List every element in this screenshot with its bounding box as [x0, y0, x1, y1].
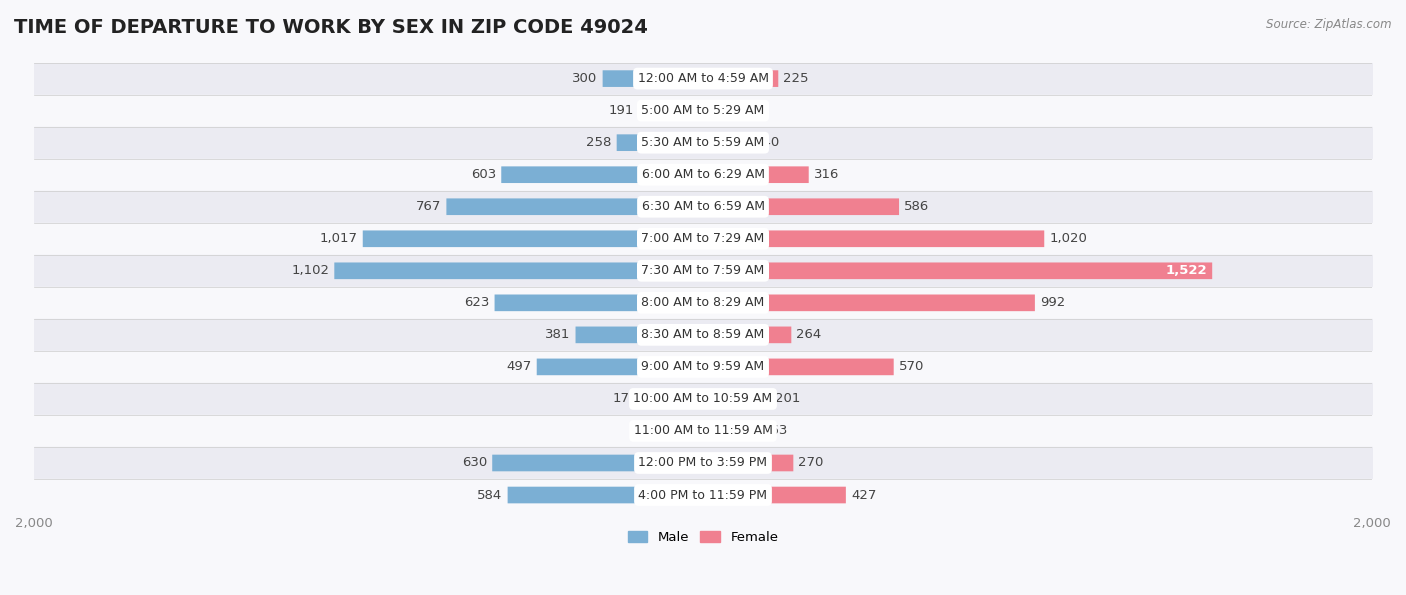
Text: 7:00 AM to 7:29 AM: 7:00 AM to 7:29 AM — [641, 232, 765, 245]
FancyBboxPatch shape — [703, 167, 808, 183]
FancyBboxPatch shape — [363, 230, 703, 247]
Text: 6:00 AM to 6:29 AM: 6:00 AM to 6:29 AM — [641, 168, 765, 181]
Text: 1,102: 1,102 — [291, 264, 329, 277]
Text: 992: 992 — [1040, 296, 1066, 309]
FancyBboxPatch shape — [703, 295, 1035, 311]
Text: 11:00 AM to 11:59 AM: 11:00 AM to 11:59 AM — [634, 424, 772, 437]
Text: 584: 584 — [478, 488, 502, 502]
Text: 140: 140 — [755, 136, 780, 149]
FancyBboxPatch shape — [575, 327, 703, 343]
FancyBboxPatch shape — [537, 359, 703, 375]
FancyBboxPatch shape — [703, 359, 894, 375]
Text: 381: 381 — [546, 328, 571, 342]
Text: 178: 178 — [613, 393, 638, 405]
Text: Source: ZipAtlas.com: Source: ZipAtlas.com — [1267, 18, 1392, 31]
Text: 316: 316 — [814, 168, 839, 181]
FancyBboxPatch shape — [495, 295, 703, 311]
Text: 56: 56 — [727, 104, 744, 117]
FancyBboxPatch shape — [703, 262, 1212, 279]
Text: 7:30 AM to 7:59 AM: 7:30 AM to 7:59 AM — [641, 264, 765, 277]
Text: 8:30 AM to 8:59 AM: 8:30 AM to 8:59 AM — [641, 328, 765, 342]
Text: 163: 163 — [762, 424, 787, 437]
Text: 5:30 AM to 5:59 AM: 5:30 AM to 5:59 AM — [641, 136, 765, 149]
Text: 1,522: 1,522 — [1166, 264, 1208, 277]
Text: 8:00 AM to 8:29 AM: 8:00 AM to 8:29 AM — [641, 296, 765, 309]
Text: 1,020: 1,020 — [1049, 232, 1087, 245]
Text: 201: 201 — [775, 393, 800, 405]
Text: TIME OF DEPARTURE TO WORK BY SEX IN ZIP CODE 49024: TIME OF DEPARTURE TO WORK BY SEX IN ZIP … — [14, 18, 648, 37]
Text: 12:00 AM to 4:59 AM: 12:00 AM to 4:59 AM — [637, 72, 769, 85]
Legend: Male, Female: Male, Female — [623, 525, 783, 549]
FancyBboxPatch shape — [335, 262, 703, 279]
Text: 603: 603 — [471, 168, 496, 181]
FancyBboxPatch shape — [640, 102, 703, 119]
FancyBboxPatch shape — [703, 102, 721, 119]
Text: 258: 258 — [586, 136, 612, 149]
Text: 225: 225 — [783, 72, 808, 85]
Text: 497: 497 — [506, 361, 531, 374]
Text: 767: 767 — [416, 201, 441, 213]
Text: 4:00 PM to 11:59 PM: 4:00 PM to 11:59 PM — [638, 488, 768, 502]
Text: 264: 264 — [796, 328, 821, 342]
FancyBboxPatch shape — [502, 167, 703, 183]
Text: 586: 586 — [904, 201, 929, 213]
FancyBboxPatch shape — [644, 390, 703, 407]
Text: 623: 623 — [464, 296, 489, 309]
Text: 630: 630 — [463, 456, 488, 469]
FancyBboxPatch shape — [703, 487, 846, 503]
FancyBboxPatch shape — [446, 198, 703, 215]
FancyBboxPatch shape — [617, 134, 703, 151]
Text: 9:00 AM to 9:59 AM: 9:00 AM to 9:59 AM — [641, 361, 765, 374]
Text: 12:00 PM to 3:59 PM: 12:00 PM to 3:59 PM — [638, 456, 768, 469]
FancyBboxPatch shape — [703, 455, 793, 471]
FancyBboxPatch shape — [664, 422, 703, 439]
FancyBboxPatch shape — [703, 70, 779, 87]
FancyBboxPatch shape — [703, 422, 758, 439]
Text: 270: 270 — [799, 456, 824, 469]
FancyBboxPatch shape — [492, 455, 703, 471]
FancyBboxPatch shape — [703, 198, 898, 215]
FancyBboxPatch shape — [703, 327, 792, 343]
Text: 570: 570 — [898, 361, 924, 374]
Text: 427: 427 — [851, 488, 876, 502]
Text: 6:30 AM to 6:59 AM: 6:30 AM to 6:59 AM — [641, 201, 765, 213]
Text: 5:00 AM to 5:29 AM: 5:00 AM to 5:29 AM — [641, 104, 765, 117]
FancyBboxPatch shape — [603, 70, 703, 87]
Text: 191: 191 — [609, 104, 634, 117]
FancyBboxPatch shape — [508, 487, 703, 503]
Text: 1,017: 1,017 — [319, 232, 357, 245]
FancyBboxPatch shape — [703, 390, 770, 407]
FancyBboxPatch shape — [703, 134, 749, 151]
Text: 300: 300 — [572, 72, 598, 85]
Text: 10:00 AM to 10:59 AM: 10:00 AM to 10:59 AM — [634, 393, 772, 405]
Text: 117: 117 — [633, 424, 659, 437]
FancyBboxPatch shape — [703, 230, 1045, 247]
